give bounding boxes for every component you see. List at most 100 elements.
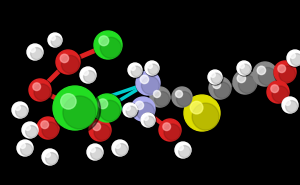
Circle shape xyxy=(258,67,276,85)
Circle shape xyxy=(91,148,103,160)
Circle shape xyxy=(150,87,172,109)
Circle shape xyxy=(163,123,170,131)
Circle shape xyxy=(126,106,137,117)
Circle shape xyxy=(287,50,300,67)
Circle shape xyxy=(61,94,76,109)
Circle shape xyxy=(130,65,135,70)
Circle shape xyxy=(172,87,194,109)
Circle shape xyxy=(12,102,28,118)
Circle shape xyxy=(94,31,122,59)
Circle shape xyxy=(61,55,80,73)
Circle shape xyxy=(239,63,244,68)
Circle shape xyxy=(286,101,298,113)
Circle shape xyxy=(51,36,62,47)
Circle shape xyxy=(148,63,152,68)
Circle shape xyxy=(131,66,142,77)
Circle shape xyxy=(42,149,58,165)
Circle shape xyxy=(90,147,95,152)
Circle shape xyxy=(128,63,143,78)
Circle shape xyxy=(53,86,97,130)
Circle shape xyxy=(278,65,286,73)
Circle shape xyxy=(48,33,62,47)
Circle shape xyxy=(136,71,162,97)
Circle shape xyxy=(279,66,296,83)
Circle shape xyxy=(282,97,299,114)
Circle shape xyxy=(159,119,183,143)
Circle shape xyxy=(272,86,289,102)
Circle shape xyxy=(176,90,182,97)
Circle shape xyxy=(115,143,120,148)
Circle shape xyxy=(271,85,279,92)
Circle shape xyxy=(128,63,142,77)
Circle shape xyxy=(148,64,159,75)
Circle shape xyxy=(21,144,33,156)
Circle shape xyxy=(94,31,124,61)
Circle shape xyxy=(131,97,157,123)
Circle shape xyxy=(45,152,50,157)
Circle shape xyxy=(99,36,109,46)
Circle shape xyxy=(50,36,56,40)
Circle shape xyxy=(190,101,203,114)
Circle shape xyxy=(287,50,300,66)
Circle shape xyxy=(291,54,300,66)
Circle shape xyxy=(290,53,296,58)
Circle shape xyxy=(208,70,222,84)
Circle shape xyxy=(282,97,298,113)
Circle shape xyxy=(89,119,113,143)
Circle shape xyxy=(25,125,30,130)
Circle shape xyxy=(22,122,39,139)
Circle shape xyxy=(42,122,58,138)
Circle shape xyxy=(37,117,59,139)
Circle shape xyxy=(238,75,256,93)
Circle shape xyxy=(267,81,291,105)
Circle shape xyxy=(208,70,223,85)
Circle shape xyxy=(131,97,155,121)
Circle shape xyxy=(184,95,223,134)
Circle shape xyxy=(89,119,111,141)
Circle shape xyxy=(253,62,277,86)
Circle shape xyxy=(274,61,298,85)
Circle shape xyxy=(150,87,170,107)
Circle shape xyxy=(164,124,181,140)
Circle shape xyxy=(267,81,289,103)
Circle shape xyxy=(20,143,26,148)
Circle shape xyxy=(123,103,138,118)
Circle shape xyxy=(145,61,160,76)
Circle shape xyxy=(112,140,129,157)
Circle shape xyxy=(214,82,230,98)
Circle shape xyxy=(135,101,144,110)
Circle shape xyxy=(27,44,44,61)
Circle shape xyxy=(136,71,160,95)
Circle shape xyxy=(192,103,219,130)
Circle shape xyxy=(178,146,190,158)
Circle shape xyxy=(99,100,120,121)
Circle shape xyxy=(175,142,192,159)
Circle shape xyxy=(94,124,110,140)
Circle shape xyxy=(144,116,155,127)
Circle shape xyxy=(87,144,103,160)
Circle shape xyxy=(17,140,33,156)
Circle shape xyxy=(172,87,192,107)
Circle shape xyxy=(26,126,38,138)
Circle shape xyxy=(213,81,220,89)
Circle shape xyxy=(48,33,63,48)
Circle shape xyxy=(37,117,61,141)
Circle shape xyxy=(253,62,279,88)
Circle shape xyxy=(15,105,20,110)
Circle shape xyxy=(17,140,34,157)
Circle shape xyxy=(209,77,233,101)
Circle shape xyxy=(141,113,155,127)
Circle shape xyxy=(100,37,121,58)
Circle shape xyxy=(56,50,80,74)
Circle shape xyxy=(84,71,96,83)
Circle shape xyxy=(274,61,296,83)
Circle shape xyxy=(136,102,154,120)
Circle shape xyxy=(80,67,97,84)
Circle shape xyxy=(176,92,191,107)
Circle shape xyxy=(34,84,50,100)
Circle shape xyxy=(93,123,100,131)
Circle shape xyxy=(125,105,130,110)
Circle shape xyxy=(93,94,121,122)
Circle shape xyxy=(33,83,40,90)
Circle shape xyxy=(141,113,156,128)
